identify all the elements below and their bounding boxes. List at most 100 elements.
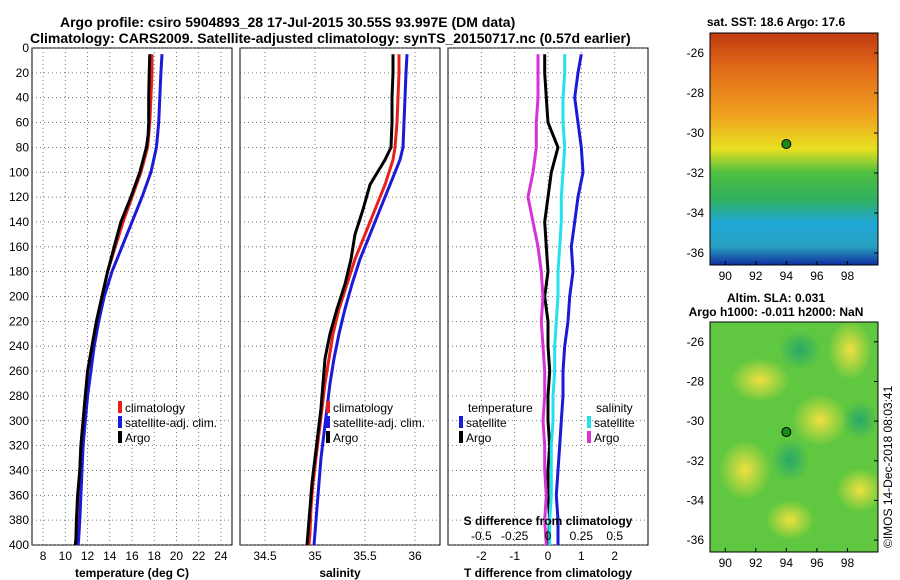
depth-tick-label: 300 <box>9 414 29 428</box>
salinity-xtick-label: 35 <box>308 549 322 563</box>
depth-tick-label: 400 <box>9 538 29 552</box>
temperature-xtick-label: 8 <box>40 549 47 563</box>
legend-swatch-argo <box>118 431 122 443</box>
salinity-panel: 34.5 35 35.5 36 salinity climatology satell… <box>239 47 441 580</box>
legend-label-t-argo: Argo <box>466 431 492 445</box>
legend-swatch-satellite <box>326 416 330 428</box>
legend-swatch-climatology <box>326 401 330 413</box>
map-lat-tick-label: -32 <box>687 166 705 180</box>
map-lon-tick-label: 98 <box>841 556 855 570</box>
salinity-legend: climatology satellite-adj. clim. Argo <box>326 401 425 445</box>
legend-label-argo: Argo <box>125 431 151 445</box>
title-line-2: Climatology: CARS2009. Satellite-adjuste… <box>30 30 631 46</box>
temperature-xtick-label: 24 <box>214 549 228 563</box>
sla-title-line-1: Altim. SLA: 0.031 <box>727 291 825 305</box>
legend-label-climatology: climatology <box>125 401 185 415</box>
difference-xtick-label: -2 <box>476 549 487 563</box>
difference-series-s-satellite <box>548 54 567 545</box>
legend-label-satellite: satellite-adj. clim. <box>125 416 217 430</box>
legend-label-s-satellite: satellite <box>594 416 635 430</box>
legend-label-climatology: climatology <box>333 401 393 415</box>
depth-tick-label: 100 <box>9 165 29 179</box>
temperature-legend: climatology satellite-adj. clim. Argo <box>118 401 217 445</box>
map-lon-tick-label: 94 <box>780 269 794 283</box>
depth-tick-label: 340 <box>9 463 29 477</box>
map-lon-tick-label: 94 <box>780 556 794 570</box>
temperature-xtick-label: 10 <box>59 549 73 563</box>
depth-tick-label: 280 <box>9 389 29 403</box>
map-lat-tick-label: -30 <box>687 126 705 140</box>
salinity-xtick-label: 36 <box>408 549 422 563</box>
legend-title-salinity: salinity <box>596 401 633 415</box>
argo-position-marker <box>781 139 792 149</box>
depth-tick-label: 220 <box>9 314 29 328</box>
map-lat-tick-label: -28 <box>687 86 705 100</box>
depth-tick-label: 40 <box>16 91 30 105</box>
temperature-xtick-label: 20 <box>170 549 184 563</box>
difference-series-t-satellite <box>554 53 585 545</box>
depth-tick-label: 0 <box>22 41 29 55</box>
map-lat-tick-label: -26 <box>687 46 705 60</box>
t-difference-xlabel: T difference from climatology <box>464 566 632 580</box>
map-lon-tick-label: 98 <box>841 269 855 283</box>
temperature-xtick-label: 12 <box>81 549 95 563</box>
map-lon-tick-label: 96 <box>810 269 824 283</box>
difference-legend: temperature satellite Argo salinity sate… <box>459 401 635 445</box>
s-difference-tick-label: 0.5 <box>606 529 623 543</box>
legend-label-s-argo: Argo <box>594 431 620 445</box>
s-difference-xlabel: S difference from climatology <box>464 514 633 528</box>
map-lat-tick-label: -36 <box>687 246 705 260</box>
depth-tick-label: 120 <box>9 190 29 204</box>
s-difference-tick-label: -0.25 <box>501 529 529 543</box>
depth-tick-label: 380 <box>9 513 29 527</box>
map-lat-tick-label: -26 <box>687 335 705 349</box>
salinity-xlabel: salinity <box>319 566 361 580</box>
depth-tick-label: 360 <box>9 488 29 502</box>
depth-tick-label: 200 <box>9 290 29 304</box>
depth-tick-label: 240 <box>9 339 29 353</box>
difference-series-t-argo <box>543 54 560 546</box>
argo-position-marker <box>781 427 792 438</box>
temperature-xlabel: temperature (deg C) <box>75 566 189 580</box>
difference-xtick-label: 2 <box>611 549 618 563</box>
legend-swatch-t-argo <box>459 431 463 443</box>
imos-watermark: ©IMOS 14-Dec-2018 08:03:41 <box>881 385 895 548</box>
salinity-series-satellite-adj-clim- <box>312 54 409 546</box>
difference-panel: -2 -1 0 1 2 T difference from climatology S … <box>447 47 649 580</box>
temperature-series-climatology <box>73 54 154 546</box>
depth-tick-label: 260 <box>9 364 29 378</box>
map-lat-tick-label: -28 <box>687 374 705 388</box>
depth-tick-label: 80 <box>16 140 30 154</box>
salinity-xtick-label: 34.5 <box>253 549 277 563</box>
salinity-series-argo <box>305 54 395 546</box>
depth-tick-label: 60 <box>16 116 30 130</box>
map-lat-tick-label: -34 <box>687 206 705 220</box>
difference-xtick-label: -1 <box>509 549 520 563</box>
map-lat-tick-label: -36 <box>687 533 705 547</box>
legend-swatch-argo <box>326 431 330 443</box>
sst-field <box>710 33 878 265</box>
sla-title-line-2: Argo h1000: -0.011 h2000: NaN <box>689 305 864 319</box>
map-lon-tick-label: 92 <box>749 269 763 283</box>
s-difference-tick-label: -0.5 <box>471 529 492 543</box>
depth-tick-label: 160 <box>9 240 29 254</box>
depth-tick-label: 320 <box>9 439 29 453</box>
legend-swatch-s-satellite <box>587 416 591 428</box>
map-lat-tick-label: -34 <box>687 493 705 507</box>
title-line-1: Argo profile: csiro 5904893_28 17-Jul-20… <box>60 14 515 30</box>
map-lon-tick-label: 90 <box>719 556 733 570</box>
temperature-xtick-label: 16 <box>125 549 139 563</box>
s-difference-tick-label: 0.25 <box>570 529 594 543</box>
temperature-xtick-label: 22 <box>192 549 206 563</box>
depth-tick-label: 140 <box>9 215 29 229</box>
salinity-xtick-label: 35.5 <box>353 549 377 563</box>
sla-map: 90 92 94 96 98 -26 -28 -30 -32 -34 -36 <box>687 320 884 570</box>
sst-map-title: sat. SST: 18.6 Argo: 17.6 <box>707 15 846 29</box>
difference-xtick-label: 1 <box>578 549 585 563</box>
legend-swatch-t-satellite <box>459 416 463 428</box>
salinity-series-climatology <box>307 54 401 546</box>
depth-tick-label: 180 <box>9 265 29 279</box>
legend-title-temperature: temperature <box>468 401 533 415</box>
sst-map: 90 92 94 96 98 -26 -28 -30 -32 -34 -36 <box>687 32 879 283</box>
